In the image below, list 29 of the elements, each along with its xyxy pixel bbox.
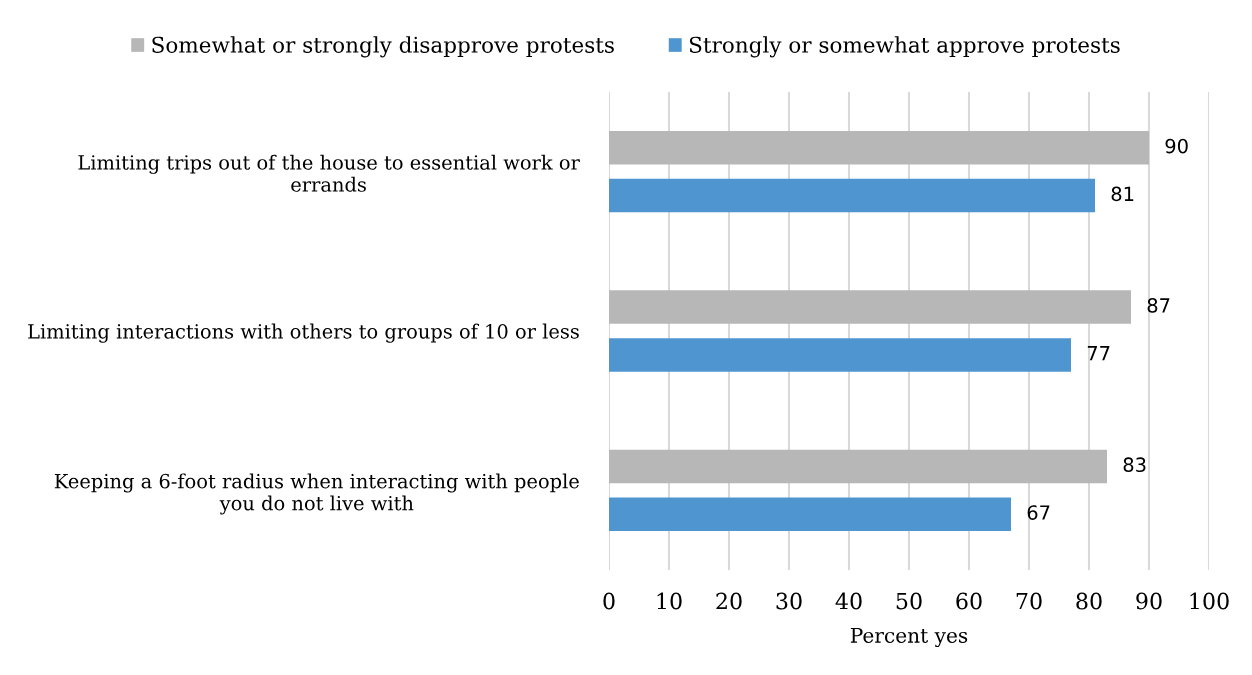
data-label: 77: [1087, 346, 1110, 361]
x-tick-label: 50: [896, 592, 922, 610]
x-tick-label: 40: [835, 592, 862, 610]
data-label: 83: [1123, 457, 1146, 473]
x-tick-label: 80: [1076, 592, 1102, 610]
x-tick-label: 70: [1016, 592, 1042, 610]
x-tick-label: 60: [956, 592, 982, 610]
bar: [609, 338, 1071, 372]
x-tick-label: 30: [776, 592, 802, 610]
x-tick-label: 20: [716, 592, 742, 610]
y-tick-label: Limiting interactions with others to groups of 10 or less: [28, 323, 579, 343]
data-label: 90: [1165, 138, 1188, 154]
x-tick-label: 100: [1190, 592, 1229, 610]
y-tick-label: Keeping a 6-foot radius when interacting with people you do not live with: [54, 473, 579, 515]
x-axis-title: Percent yes: [850, 627, 968, 648]
x-tick-label: 0: [603, 592, 615, 610]
data-label: 67: [1027, 505, 1050, 520]
legend-label: Somewhat or strongly disapprove protests: [152, 36, 614, 58]
bar: [609, 178, 1095, 213]
bar: [609, 290, 1131, 324]
bar: [609, 131, 1149, 165]
data-label: 81: [1111, 186, 1134, 202]
bar: [609, 449, 1107, 484]
bar: [609, 497, 1011, 531]
data-label: 87: [1147, 298, 1170, 313]
legend-label: Strongly or somewhat approve protests: [689, 36, 1120, 58]
x-tick-label: 90: [1136, 592, 1162, 610]
y-tick-label: Limiting trips out of the house to essential work or errands: [78, 154, 580, 192]
x-tick-label: 10: [657, 592, 682, 610]
